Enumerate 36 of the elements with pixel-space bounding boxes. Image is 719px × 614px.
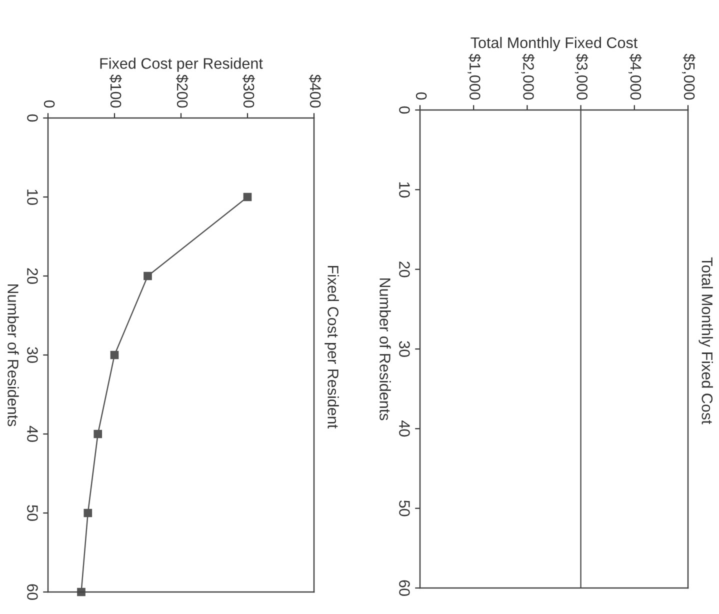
x-tick-label: $200 (176, 74, 188, 108)
x-tick-label: $300 (242, 74, 255, 108)
y-tick-label: 50 (27, 505, 38, 521)
y-tick-label: 50 (399, 500, 410, 516)
x-tick-label: $5,000 (682, 54, 696, 100)
point (84, 508, 92, 518)
x-tick-label: $400 (308, 74, 322, 108)
text: Fixed Cost per Resident (324, 266, 339, 428)
y-tick-label: 30 (27, 347, 38, 363)
y-tick-label: 0 (27, 114, 38, 122)
y-axis-title: Number of Residents (380, 278, 391, 420)
y-tick-label: 30 (399, 341, 410, 357)
text: Total Monthly Fixed Cost (698, 257, 713, 424)
y-tick-label: 60 (27, 584, 38, 600)
y-tick-label: 20 (27, 268, 38, 284)
point (94, 430, 102, 438)
x-tick-label: 0 (44, 100, 55, 108)
y-axis-title: Number of Residents (8, 284, 19, 426)
y-tick-label: 20 (399, 262, 410, 278)
y-tick-label: 60 (399, 580, 410, 596)
x-tick-label: $1,000 (468, 54, 481, 100)
x-tick-label: $4,000 (628, 54, 642, 100)
x-axis-title: Fixed Cost per Resident (100, 58, 263, 72)
point (110, 350, 119, 360)
y-tick-label: 10 (399, 182, 410, 198)
y-tick-label: 40 (27, 426, 38, 442)
y-tick-label: 0 (399, 106, 410, 114)
x-tick-label: $2,000 (521, 54, 535, 100)
y-tick-label: 10 (27, 190, 38, 205)
x-tick-label: $100 (109, 74, 122, 108)
point (144, 272, 152, 280)
x-axis-title: Total Monthly Fixed Cost (470, 36, 638, 52)
point (243, 192, 252, 202)
x-tick-label: 0 (416, 92, 427, 100)
x-tick-label: $3,000 (574, 54, 588, 100)
y-tick-label: 40 (399, 420, 410, 437)
